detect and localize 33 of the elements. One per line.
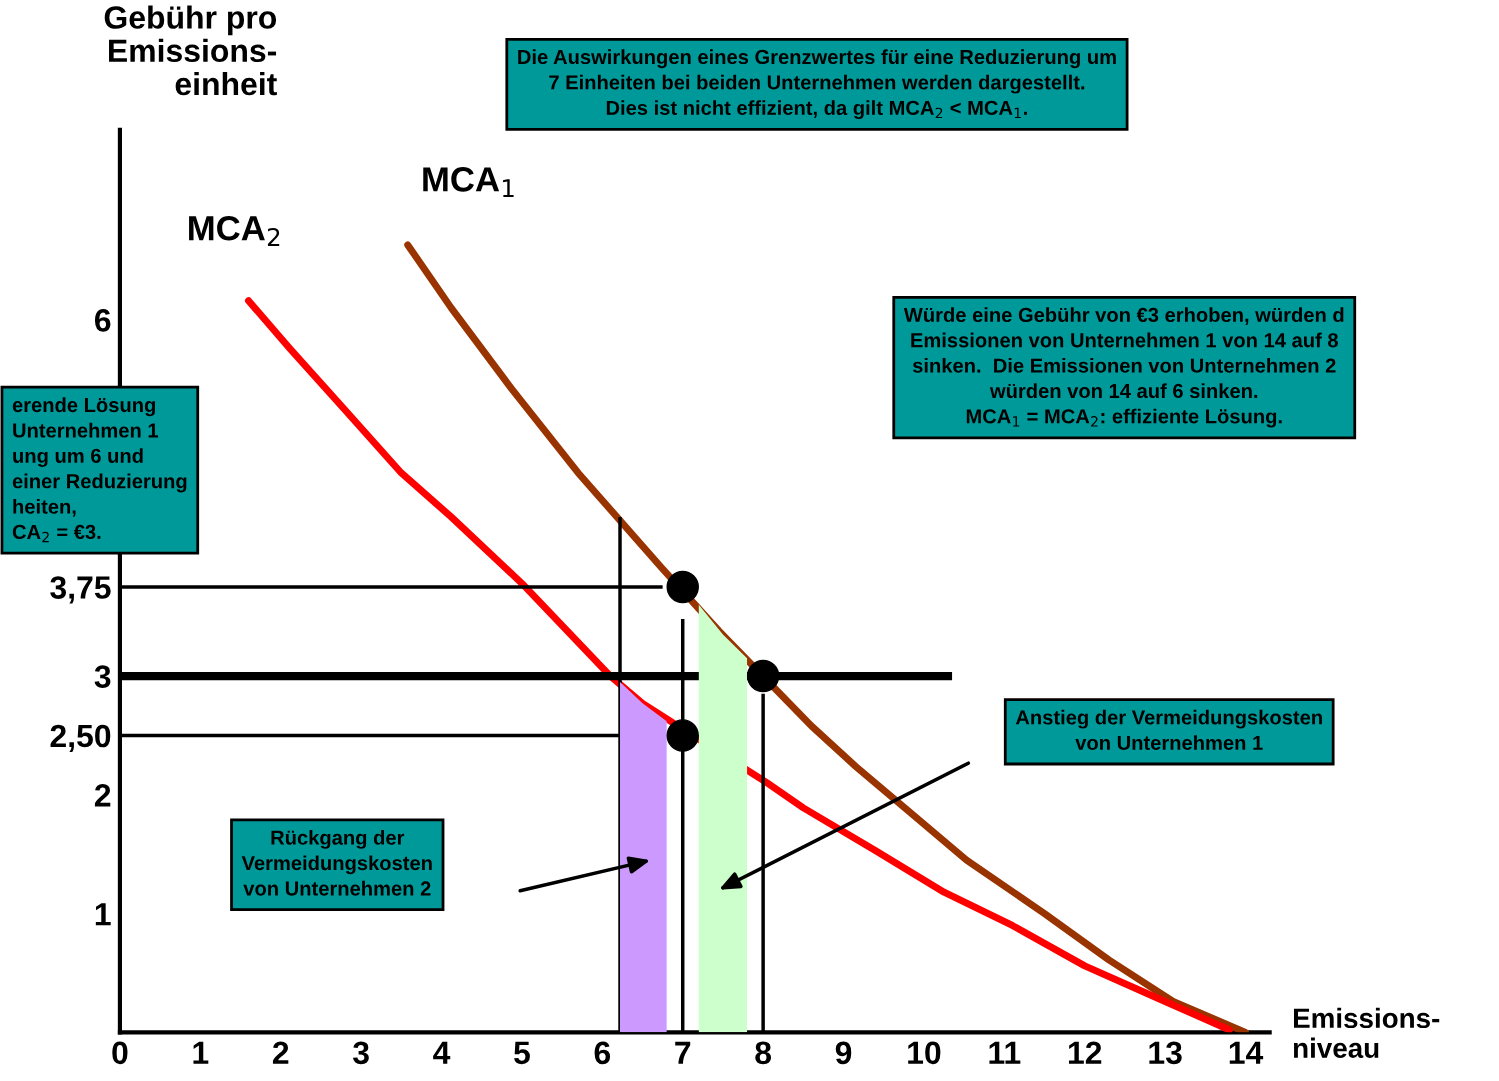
point bbox=[746, 659, 780, 693]
point bbox=[666, 570, 699, 604]
x-tick-label: 10 bbox=[908, 1041, 941, 1065]
x-tick-label: 12 bbox=[1068, 1041, 1102, 1064]
x-tick-label: 11 bbox=[989, 1041, 1021, 1064]
y-tick-label: 3 bbox=[94, 665, 111, 688]
text: Würde eine Gebühr von €3 erhoben, würden d Emissionen von Unternehmen 1 von 14 auf 8 sinken. Die Emissionen von Unternehmen 2 würden von 14 auf 6 sinken. MCA$_{1}$ = MCA$_{2}$: effiziente Lösung. bbox=[903, 307, 1344, 428]
y-axis-title: Gebühr pro Emissions- einheit bbox=[104, 5, 277, 96]
annotation: Rückgang der Vermeidungskosten von Unternehmen 2 bbox=[241, 829, 432, 896]
x-tick-label: 1 bbox=[193, 1041, 209, 1064]
series-label: MCA$_{1}$ bbox=[423, 167, 514, 198]
x-axis-title: Emissions- niveau bbox=[1293, 1007, 1440, 1059]
x-tick-label: 13 bbox=[1149, 1041, 1182, 1065]
annotation: erende Lösung Unternehmen 1 ung um 6 und einer Reduzierung heiten, CA$_{2}$ = €3. bbox=[12, 397, 187, 543]
x-tick-label: 9 bbox=[835, 1041, 852, 1065]
annotation: Anstieg der Vermeidungskosten von Unternehmen 1 bbox=[1015, 709, 1322, 750]
x-tick-label: 6 bbox=[594, 1041, 611, 1065]
y-tick-label: 6 bbox=[94, 309, 111, 332]
x-tick-label: 0 bbox=[112, 1041, 128, 1065]
y-tick-label: 1 bbox=[95, 903, 111, 926]
x-tick-label: 8 bbox=[755, 1041, 772, 1065]
chart-title: Die Auswirkungen eines Grenzwertes für eine Reduzierung um 7 Einheiten bei beiden Unternehmen werden dargestellt. Dies ist nicht effizient, da gilt MCA$_{2}$ < MCA$_{1}$. bbox=[518, 49, 1116, 120]
x-tick-label: 5 bbox=[514, 1041, 530, 1065]
x-tick-label: 3 bbox=[352, 1041, 369, 1065]
y-tick-label: 2,50 bbox=[50, 724, 111, 752]
x-tick-label: 7 bbox=[675, 1041, 691, 1064]
series-label: MCA$_{2}$ bbox=[189, 215, 280, 246]
x-tick-label: 2 bbox=[272, 1041, 289, 1064]
y-tick-label: 2 bbox=[94, 784, 111, 807]
y-tick-label: 3,75 bbox=[50, 576, 111, 604]
x-tick-label: 4 bbox=[433, 1041, 451, 1064]
x-tick-label: 14 bbox=[1229, 1041, 1264, 1064]
point bbox=[666, 719, 699, 752]
